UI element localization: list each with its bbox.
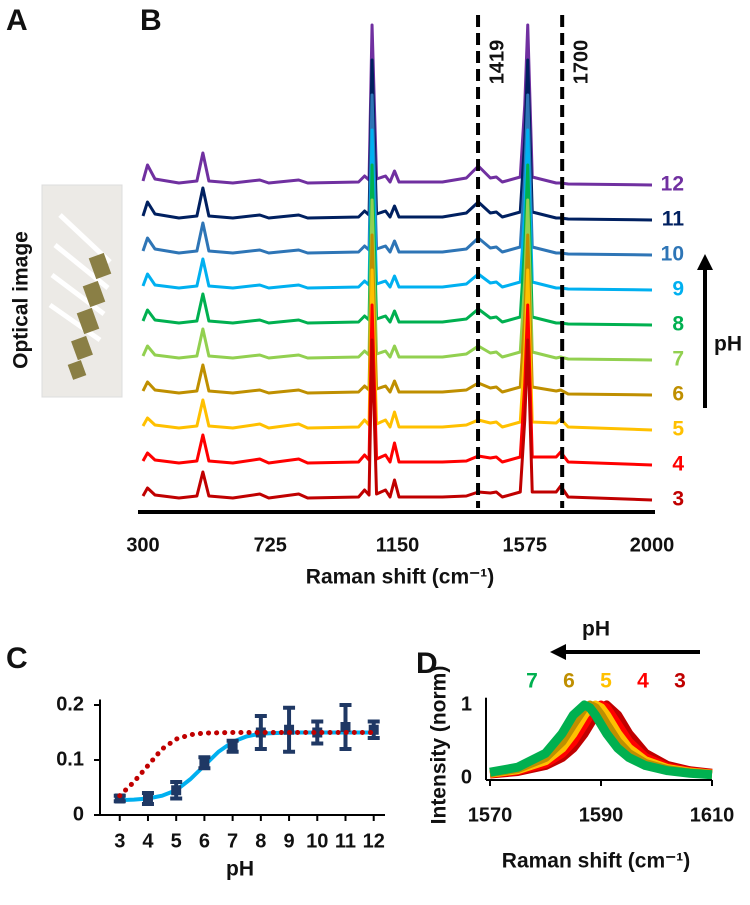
x-tick-label: 4 [142,830,154,852]
fit-line [117,730,376,803]
legend-label: 5 [672,418,684,441]
y-tick-label: 0 [73,803,84,825]
legend-label: 3 [674,670,686,693]
x-tick-label: 725 [254,534,287,556]
x-tick-label: 8 [255,830,266,852]
x-tick-label: 7 [227,830,238,852]
data-point [312,727,323,738]
x-tick-label: 2000 [630,534,675,556]
x-tick-label: 10 [306,830,328,852]
optical-photo [41,184,123,398]
legend-label: 3 [672,488,684,511]
legend-label: 9 [672,278,684,301]
legend-label: 8 [672,313,684,336]
x-tick-label: 3 [114,830,125,852]
x-tick-label: 1610 [690,804,735,826]
x-tick-label: 1150 [376,534,419,556]
y-tick-label: 0.1 [56,748,84,770]
y-tick-label: 0 [461,766,472,788]
data-point [142,793,153,804]
spectrum [489,700,713,780]
data-point [284,724,295,735]
legend-label: 6 [672,383,684,406]
photo-caption: Optical image [10,231,33,369]
legend-label: 7 [526,670,538,693]
y-tick-label: 0.2 [56,693,84,715]
panel-label: C [6,642,28,675]
spectrum [141,338,653,502]
marker-label: 1700 [570,40,592,85]
panel-label: D [416,647,438,680]
x-tick-label: 1570 [468,804,513,826]
legend-label: 10 [661,243,684,266]
legend-label: 7 [672,348,684,371]
y-axis-label: Intensity (norm) [428,666,451,825]
legend-label: 6 [563,670,575,693]
panel-label: A [6,4,28,37]
x-tick-label: 300 [126,534,159,556]
x-axis-label: Raman shift (cm⁻¹) [306,566,494,589]
x-tick-label: 11 [335,830,356,852]
legend-title: pH [582,618,610,641]
data-point [171,785,182,796]
legend-title: pH [714,333,742,356]
panel-label: B [140,4,162,37]
data-point [199,757,210,768]
fit-line [117,730,377,799]
data-point [340,722,351,732]
data-point [255,727,266,738]
x-axis-label: Raman shift (cm⁻¹) [502,850,690,873]
y-tick-label: 1 [461,693,472,715]
marker-label: 1419 [486,40,508,85]
legend-label: 5 [600,670,612,693]
x-tick-label: 12 [363,830,385,852]
x-tick-label: 9 [283,830,294,852]
legend-label: 4 [637,670,649,693]
legend-label: 12 [661,173,684,196]
x-tick-label: 6 [199,830,210,852]
legend-label: 4 [672,453,684,476]
legend-label: 11 [662,208,685,231]
x-tick-label: 1575 [503,534,548,556]
x-tick-label: 1590 [579,804,624,826]
data-point [368,724,379,735]
x-axis-label: pH [226,858,254,881]
data-point [227,741,238,752]
data-point [114,793,125,804]
x-tick-label: 5 [171,830,182,852]
